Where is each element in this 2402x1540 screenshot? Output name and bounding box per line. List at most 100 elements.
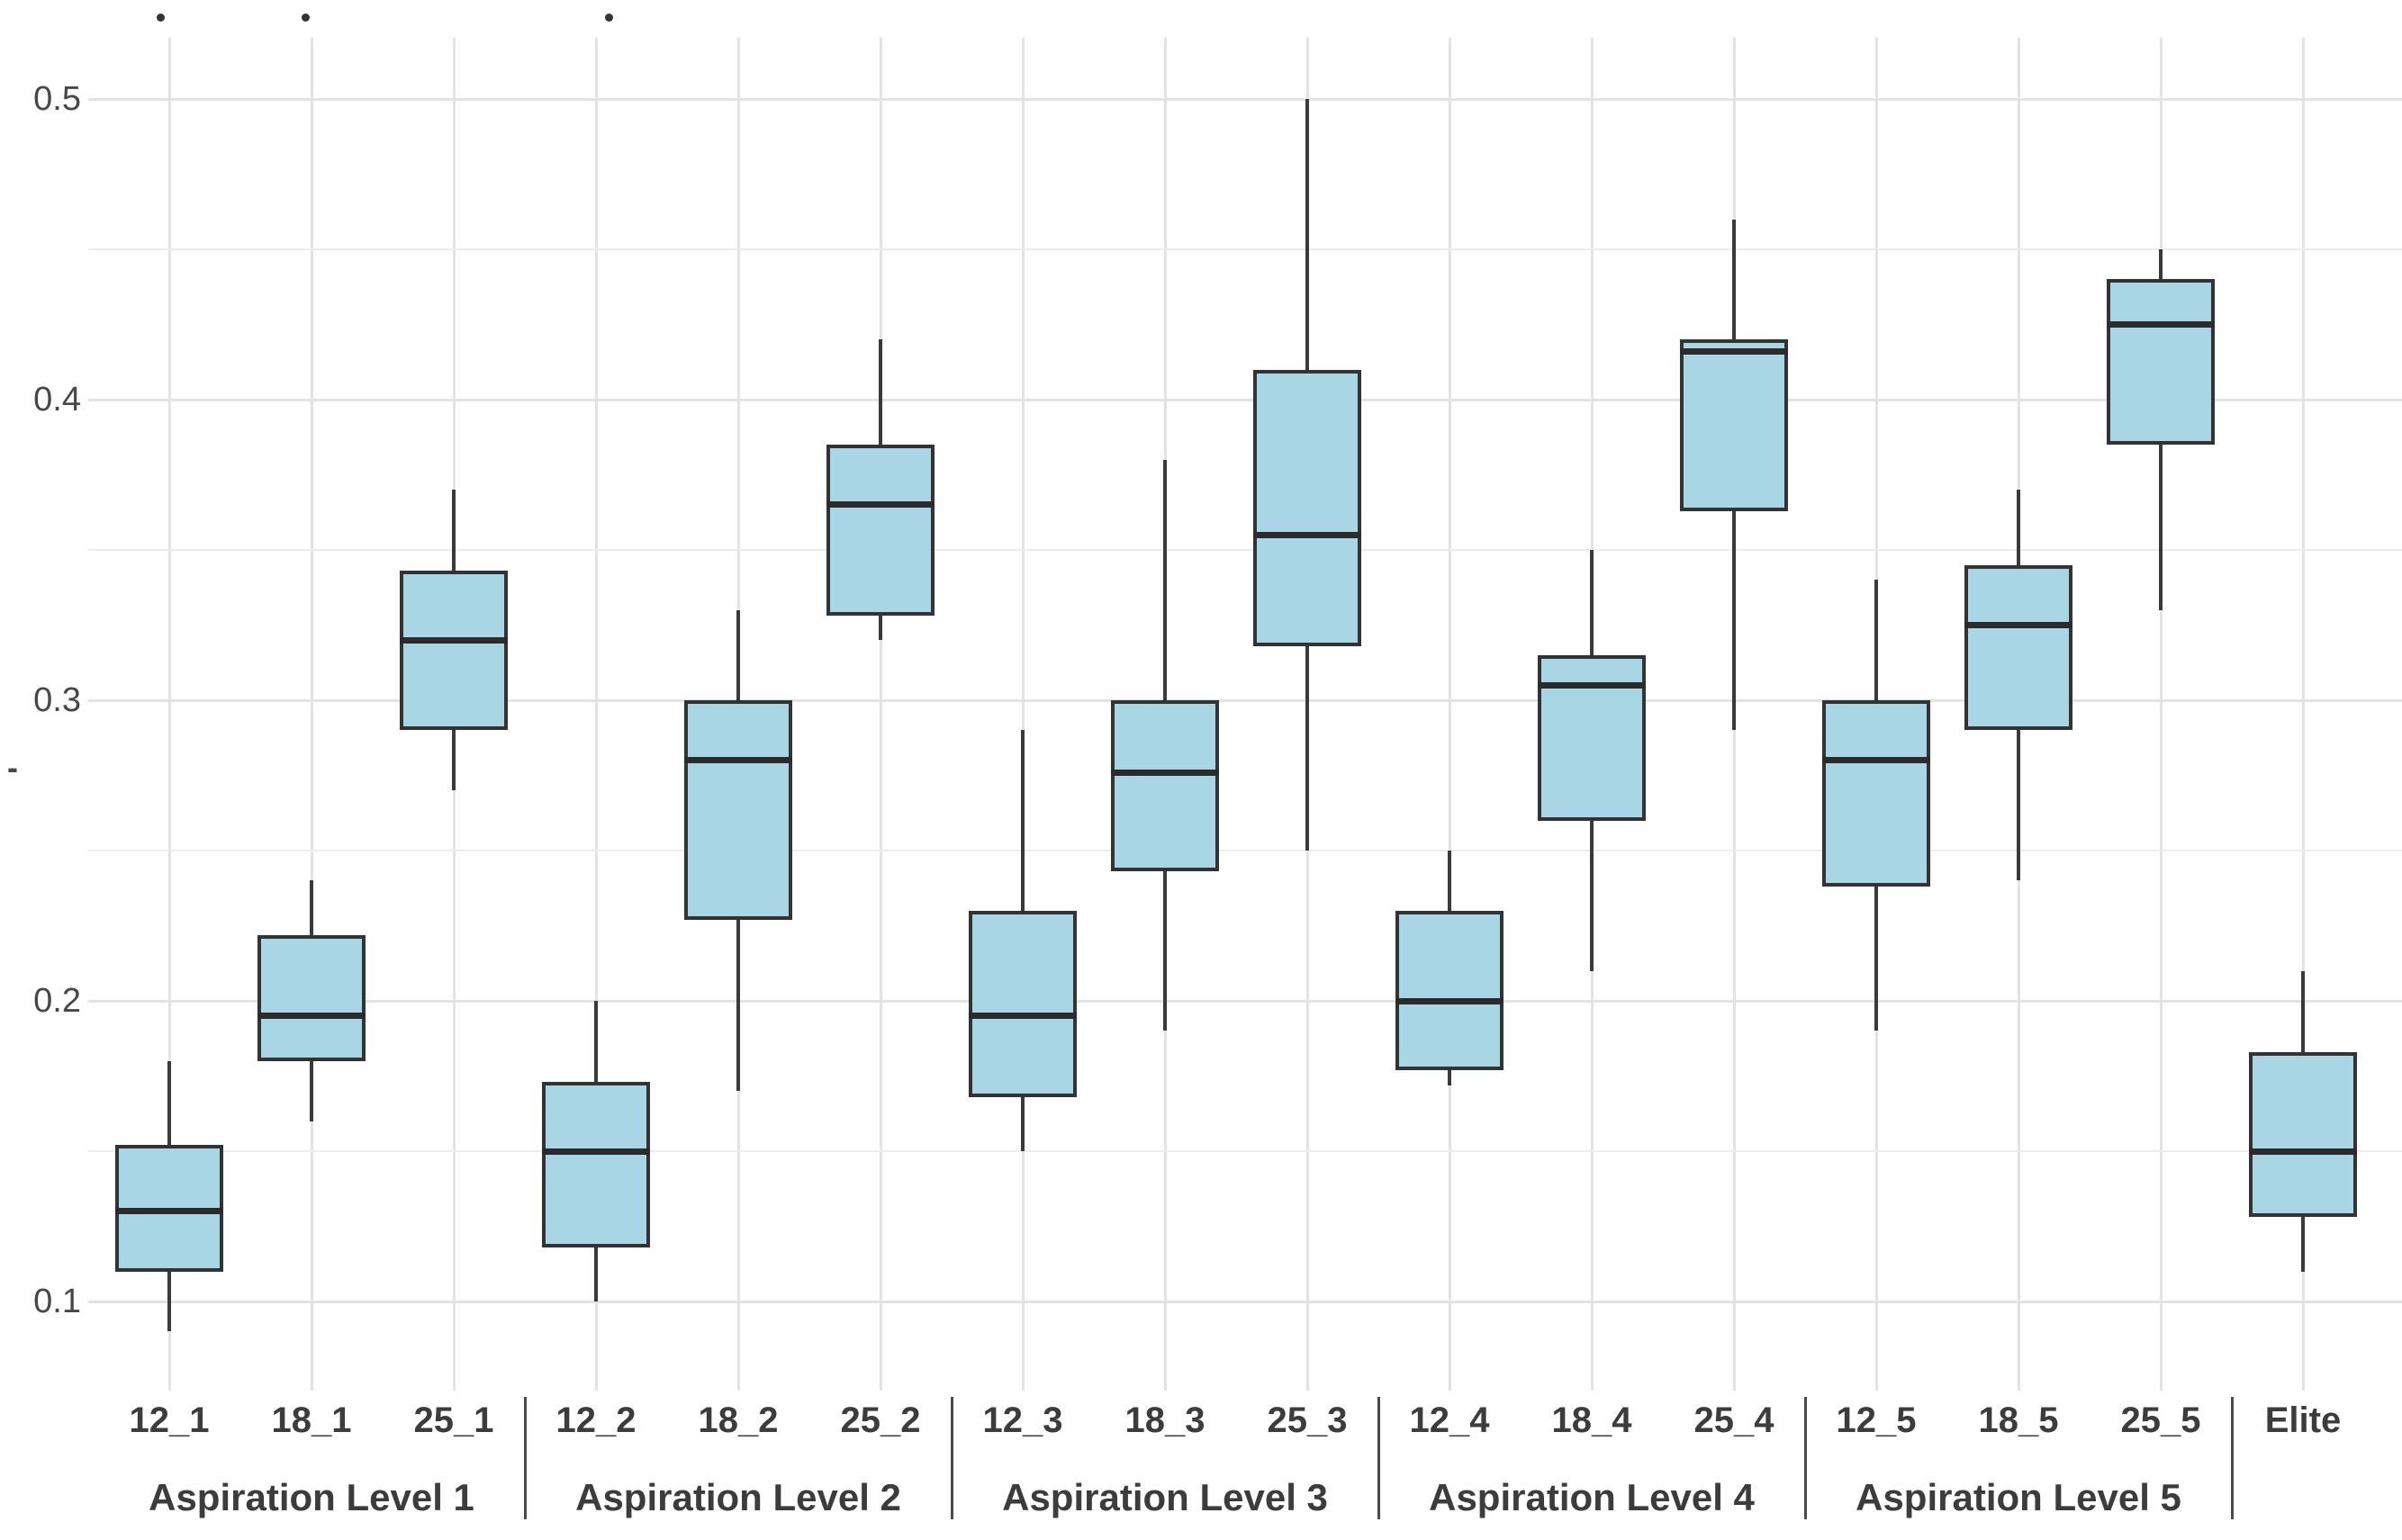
lower-whisker bbox=[452, 730, 456, 791]
iqr-box bbox=[1395, 910, 1504, 1070]
median-line bbox=[826, 501, 935, 509]
y-tick-label: 0.2 bbox=[33, 982, 81, 1020]
y-tick-label: 0.5 bbox=[33, 80, 81, 118]
median-line bbox=[1538, 681, 1646, 689]
upper-whisker bbox=[736, 609, 740, 700]
minor-gridline bbox=[88, 1150, 2402, 1152]
iqr-box bbox=[1964, 564, 2072, 731]
upper-whisker bbox=[1874, 580, 1878, 700]
lower-whisker bbox=[1021, 1096, 1025, 1151]
group-label: Aspiration Level 1 bbox=[149, 1476, 474, 1518]
lower-whisker bbox=[594, 1247, 598, 1301]
median-line bbox=[1395, 997, 1504, 1004]
median-line bbox=[542, 1148, 650, 1155]
upper-whisker bbox=[310, 880, 313, 935]
iqr-box bbox=[969, 910, 1077, 1097]
median-line bbox=[1253, 531, 1361, 538]
vertical-gridline bbox=[1448, 38, 1451, 1391]
group-label: Aspiration Level 5 bbox=[1856, 1476, 2181, 1518]
upper-whisker bbox=[2017, 490, 2020, 565]
iqr-box bbox=[2107, 279, 2215, 446]
lower-whisker bbox=[167, 1271, 171, 1332]
major-gridline bbox=[88, 698, 2402, 702]
median-line bbox=[1680, 348, 1788, 356]
lower-whisker bbox=[2159, 445, 2163, 610]
x-tick-label-18_2: 18_2 bbox=[698, 1400, 779, 1440]
iqr-box bbox=[2249, 1051, 2357, 1218]
iqr-box bbox=[257, 934, 366, 1061]
upper-whisker bbox=[167, 1060, 171, 1146]
group-divider bbox=[2230, 1397, 2234, 1519]
x-tick-label-18_3: 18_3 bbox=[1124, 1400, 1206, 1440]
iqr-box bbox=[1111, 700, 1219, 872]
median-line bbox=[969, 1013, 1077, 1020]
iqr-box bbox=[1822, 700, 1930, 887]
x-tick-label-12_5: 12_5 bbox=[1836, 1400, 1917, 1440]
lower-whisker bbox=[2017, 730, 2020, 881]
x-tick-label-25_3: 25_3 bbox=[1267, 1400, 1348, 1440]
major-gridline bbox=[88, 999, 2402, 1003]
upper-whisker bbox=[594, 1001, 598, 1083]
major-gridline bbox=[88, 398, 2402, 401]
upper-whisker bbox=[452, 490, 456, 572]
x-tick-label-12_3: 12_3 bbox=[982, 1400, 1063, 1440]
median-line bbox=[400, 636, 508, 644]
lower-whisker bbox=[1590, 820, 1594, 971]
iqr-box bbox=[542, 1082, 650, 1247]
lower-whisker bbox=[1732, 510, 1736, 731]
major-gridline bbox=[88, 1300, 2402, 1303]
y-tick-label: 0.4 bbox=[33, 381, 81, 419]
major-gridline bbox=[88, 97, 2402, 101]
x-tick-label-25_1: 25_1 bbox=[413, 1400, 494, 1440]
x-tick-label-18_1: 18_1 bbox=[271, 1400, 352, 1440]
upper-whisker bbox=[2301, 970, 2305, 1052]
x-tick-label-25_2: 25_2 bbox=[840, 1400, 921, 1440]
vertical-gridline bbox=[2301, 38, 2305, 1391]
vertical-gridline bbox=[594, 38, 598, 1391]
upper-whisker bbox=[1021, 730, 1025, 911]
x-tick-label-12_1: 12_1 bbox=[129, 1400, 210, 1440]
group-label: Aspiration Level 2 bbox=[575, 1476, 901, 1518]
lower-whisker bbox=[879, 616, 882, 641]
x-tick-label-12_4: 12_4 bbox=[1409, 1400, 1490, 1440]
vertical-gridline bbox=[310, 38, 313, 1391]
x-tick-label-25_4: 25_4 bbox=[1693, 1400, 1774, 1440]
minor-gridline bbox=[88, 549, 2402, 551]
lower-whisker bbox=[1163, 871, 1167, 1031]
iqr-box bbox=[826, 445, 935, 617]
lower-whisker bbox=[736, 919, 740, 1092]
group-divider bbox=[523, 1397, 527, 1519]
upper-whisker bbox=[1590, 550, 1594, 655]
outlier-dot bbox=[604, 14, 613, 23]
upper-whisker bbox=[1732, 219, 1736, 340]
median-line bbox=[1964, 622, 2072, 628]
x-tick-label-Elite: Elite bbox=[2264, 1400, 2342, 1440]
upper-whisker bbox=[1448, 851, 1451, 911]
median-line bbox=[257, 1013, 366, 1020]
x-tick-label-18_5: 18_5 bbox=[1978, 1400, 2059, 1440]
median-line bbox=[1111, 769, 1219, 776]
lower-whisker bbox=[1874, 887, 1878, 1031]
y-tick-label: 0.3 bbox=[33, 681, 81, 719]
outlier-dot bbox=[156, 14, 165, 23]
lower-whisker bbox=[1448, 1069, 1451, 1085]
vertical-gridline bbox=[1021, 38, 1025, 1391]
group-divider bbox=[1803, 1397, 1807, 1519]
x-tick-label-18_4: 18_4 bbox=[1551, 1400, 1632, 1440]
